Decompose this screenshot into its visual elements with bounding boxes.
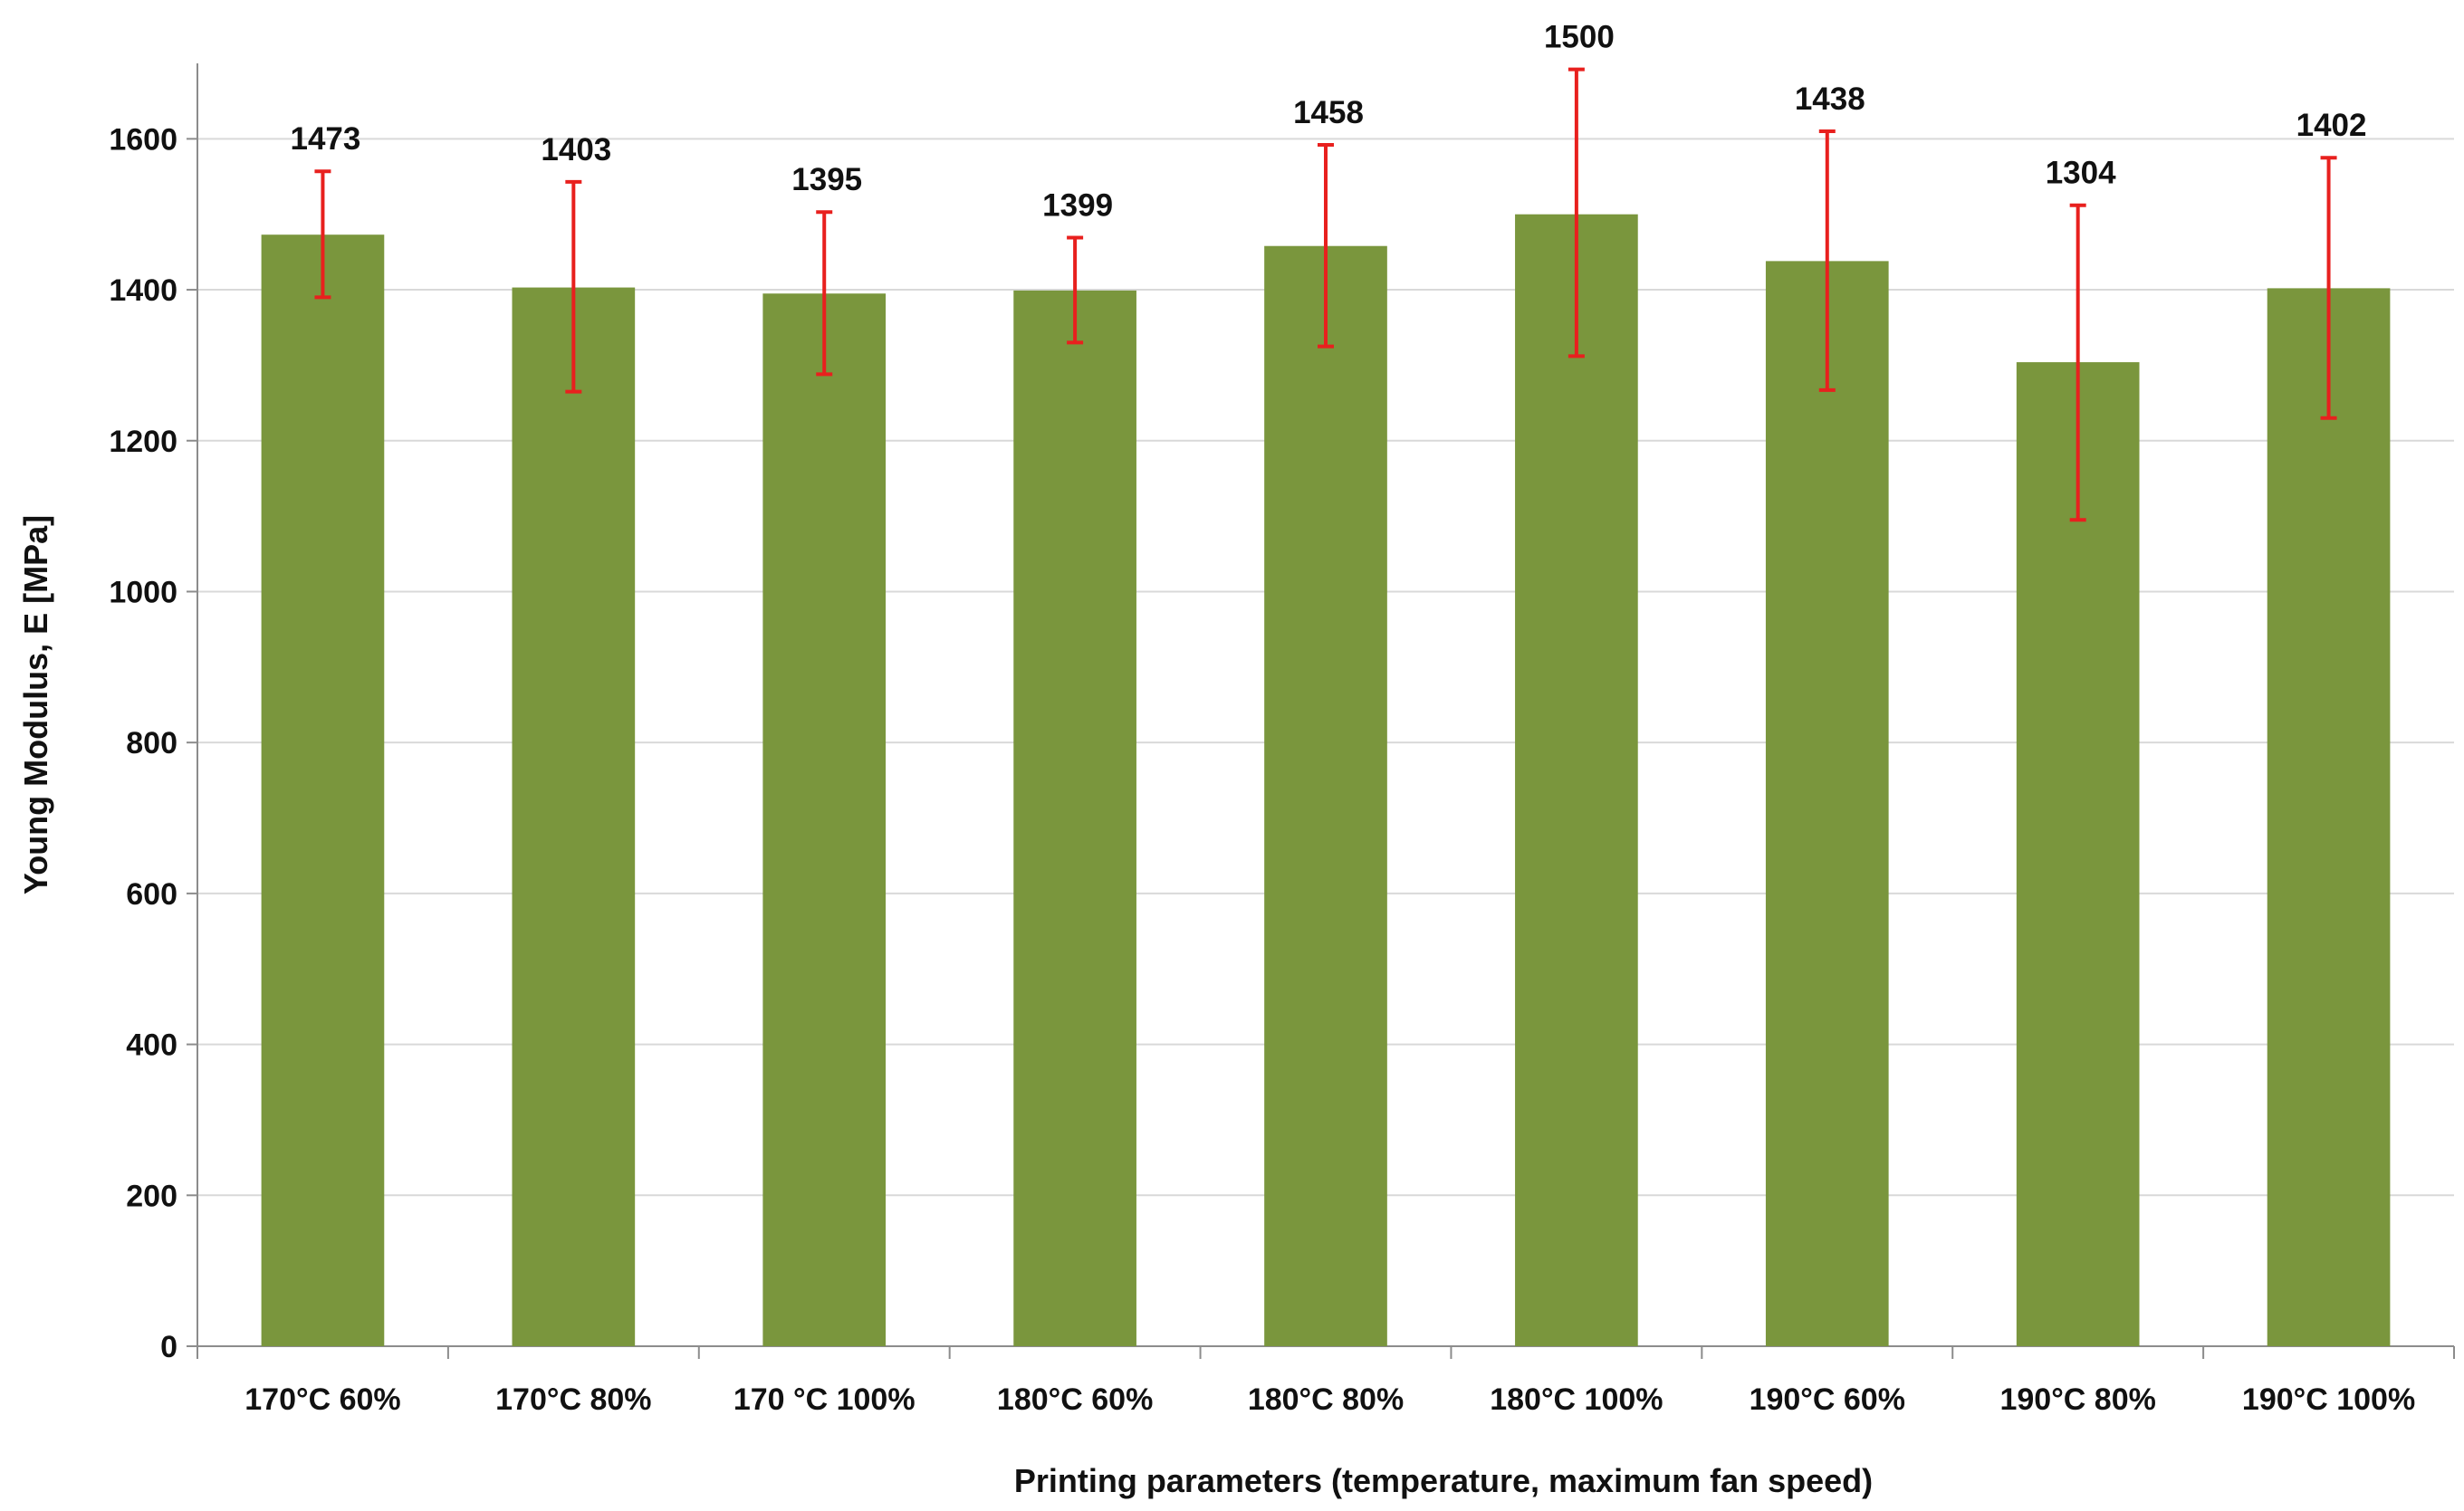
- bar: [2267, 288, 2391, 1347]
- error-bars: [314, 67, 2337, 522]
- x-tick-label: 170 °C 100%: [733, 1382, 916, 1417]
- y-axis-title: Young Modulus, E [MPa]: [17, 515, 54, 894]
- y-tick-label: 0: [160, 1330, 177, 1364]
- bar: [1264, 245, 1387, 1346]
- y-tick-label: 1600: [109, 122, 177, 157]
- y-tick-label: 200: [126, 1179, 177, 1213]
- data-label: 1473: [291, 121, 361, 157]
- y-tick-label: 600: [126, 877, 177, 912]
- bar: [1765, 261, 1889, 1346]
- bar: [762, 293, 887, 1347]
- data-label: 1395: [791, 162, 862, 197]
- bar: [2016, 362, 2140, 1346]
- tick-labels: 0 200 400 600 800 1000 1200 1400 1600 170°C 60% 17…: [109, 122, 2415, 1417]
- x-tick-label: 190°C 80%: [1999, 1382, 2155, 1417]
- y-tick-label: 800: [126, 726, 177, 760]
- x-tick-label: 190°C 60%: [1750, 1382, 1905, 1417]
- x-axis-title: Printing parameters (temperature, maximu…: [1014, 1462, 1873, 1499]
- data-label: 1403: [541, 132, 611, 167]
- data-label: 1500: [1544, 20, 1615, 55]
- y-tick-label: 1200: [109, 425, 177, 459]
- bars: [261, 214, 2391, 1347]
- data-label: 1304: [2046, 156, 2116, 191]
- bar: [261, 234, 385, 1346]
- bar: [1013, 290, 1136, 1347]
- data-label: 1458: [1293, 95, 1364, 130]
- bar: [1515, 214, 1638, 1346]
- data-label: 1399: [1042, 188, 1113, 224]
- x-tick-label: 190°C 100%: [2242, 1382, 2415, 1417]
- x-tick-label: 170°C 80%: [495, 1382, 651, 1417]
- y-tick-label: 1000: [109, 575, 177, 609]
- data-label: 1402: [2296, 108, 2367, 143]
- data-label: 1438: [1795, 81, 1865, 117]
- x-tick-label: 170°C 60%: [244, 1382, 400, 1417]
- data-labels: 1473 1403 1395 1399 1458 1500 1438 1304 1402: [291, 20, 2367, 224]
- y-tick-label: 400: [126, 1028, 177, 1063]
- x-tick-label: 180°C 100%: [1490, 1382, 1663, 1417]
- x-tick-label: 180°C 80%: [1248, 1382, 1404, 1417]
- bar: [512, 287, 636, 1346]
- x-tick-label: 180°C 60%: [997, 1382, 1153, 1417]
- y-tick-label: 1400: [109, 273, 177, 308]
